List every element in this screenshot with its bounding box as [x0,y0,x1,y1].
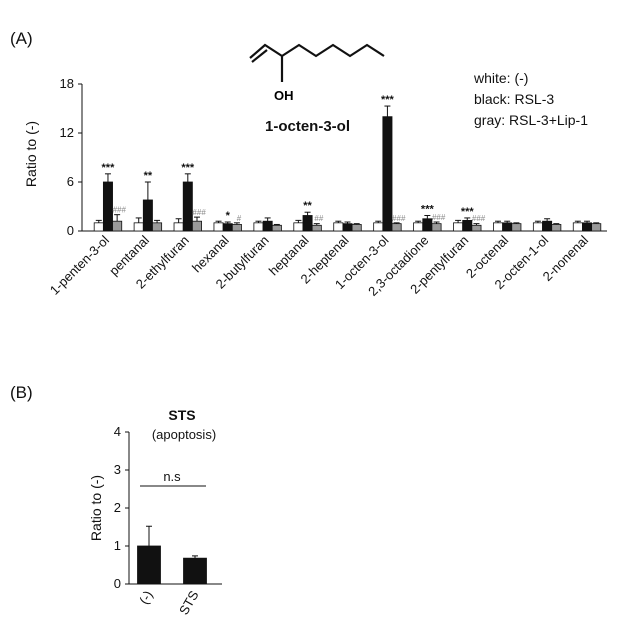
chart-b-categories: (-) STS [136,588,202,618]
bar-1-8 [423,219,432,231]
bar-2-1 [152,223,161,231]
chart-a-categories: 1-penten-3-olpentanal2-ethylfuranhexanal… [47,232,591,298]
significance-star: ** [303,200,312,212]
significance-hash: # [237,214,242,223]
chart-b-ns-label: n.s [163,469,181,484]
chart-b-bars [138,526,207,584]
bar-2-7 [392,224,401,231]
category-label: STS [176,588,202,618]
bar-b-1 [184,558,207,584]
y-tick-label: 18 [60,76,74,91]
significance-star: * [226,210,231,222]
y-tick-label: 0 [114,576,121,591]
bar-0-10 [493,223,502,231]
bar-b-0 [138,546,161,584]
bar-0-1 [134,223,143,231]
bar-0-7 [374,223,383,231]
panel-b-label: (B) [10,383,33,402]
bar-1-3 [223,224,232,231]
y-tick-label: 4 [114,424,121,439]
bar-0-4 [254,223,263,231]
bar-1-2 [183,182,192,231]
significance-hash: ### [112,206,126,215]
molecule-double-bond [252,50,267,62]
bar-2-9 [472,225,481,231]
y-tick-label: 6 [67,174,74,189]
bar-0-8 [414,223,423,231]
chart-a-ticks: 0 6 12 18 [60,76,82,238]
bar-0-5 [294,223,303,231]
bar-1-5 [303,215,312,231]
chart-a-ylabel: Ratio to (-) [23,121,39,187]
significance-hash: ### [192,208,206,217]
molecule-structure: OH 1-octen-3-ol [250,45,384,135]
y-tick-label: 2 [114,500,121,515]
bar-1-0 [103,182,112,231]
bar-1-6 [343,224,352,231]
category-label: (-) [136,588,155,607]
legend: white: (-) black: RSL-3 gray: RSL-3+Lip-… [473,70,588,128]
bar-0-3 [214,223,223,231]
significance-star: *** [102,162,116,174]
bar-1-10 [503,223,512,231]
chart-b-subtitle: (apoptosis) [152,427,216,442]
molecule-name: 1-octen-3-ol [265,118,350,135]
bar-2-0 [113,221,122,231]
bar-2-8 [432,224,441,231]
legend-white: white: (-) [473,70,528,86]
bar-2-5 [312,225,321,231]
chart-a: Ratio to (-) 061218 ***###*****###*#**##… [23,76,607,299]
bar-0-9 [453,223,462,231]
bar-2-12 [592,224,601,231]
bar-1-12 [582,223,591,231]
bar-0-11 [533,223,542,231]
legend-gray: gray: RSL-3+Lip-1 [474,112,588,128]
bar-0-2 [174,223,183,231]
bar-2-3 [232,224,241,231]
bar-1-9 [463,220,472,231]
legend-black: black: RSL-3 [474,91,554,107]
significance-star: *** [181,162,195,174]
bar-0-0 [94,223,103,231]
chart-b-ticks: 0 1 2 3 4 [114,424,129,591]
bar-1-4 [263,221,272,231]
bar-2-10 [512,224,521,231]
y-tick-label: 12 [60,125,74,140]
y-tick-label: 0 [67,223,74,238]
bar-2-2 [192,221,201,231]
significance-star: ** [144,170,153,182]
bar-2-11 [552,224,561,231]
significance-hash: ### [472,214,486,223]
significance-hash: ## [314,214,323,223]
bar-2-4 [272,225,281,231]
bar-0-12 [573,223,582,231]
chart-a-annotations: ***###*****###*#**##***###***###***### [102,94,486,223]
y-tick-label: 3 [114,462,121,477]
panel-a-label: (A) [10,29,33,48]
significance-hash: ### [432,213,446,222]
bar-2-6 [352,224,361,231]
category-label: 1-penten-3-ol [47,232,112,297]
molecule-chain [250,45,384,58]
chart-b-title: STS [168,407,195,423]
y-tick-label: 1 [114,538,121,553]
bar-1-1 [143,200,152,231]
chart-b: Ratio to (-) 0 1 2 3 4 (-) STS n.s [88,424,222,617]
chart-b-ylabel: Ratio to (-) [88,475,104,541]
significance-hash: ### [392,214,406,223]
significance-star: *** [381,94,395,106]
bar-1-7 [383,117,392,231]
bar-0-6 [334,223,343,231]
molecule-oh-label: OH [274,88,294,103]
bar-1-11 [543,221,552,231]
